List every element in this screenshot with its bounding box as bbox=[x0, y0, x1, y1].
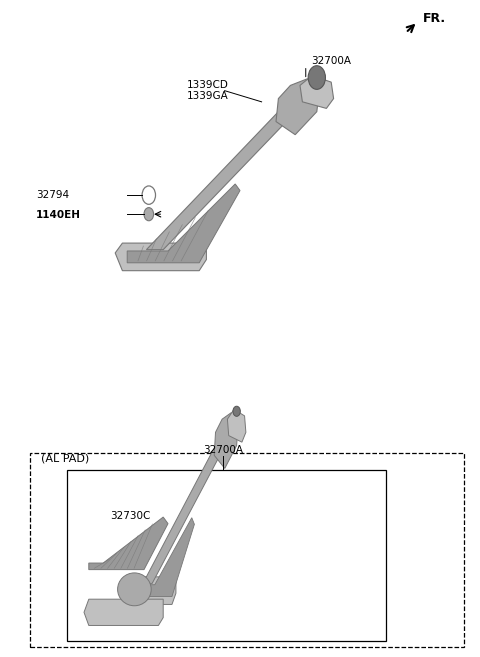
Polygon shape bbox=[146, 112, 283, 250]
Polygon shape bbox=[115, 243, 206, 271]
Text: (AL PAD): (AL PAD) bbox=[41, 453, 89, 463]
Polygon shape bbox=[127, 184, 240, 263]
Text: 32700A: 32700A bbox=[311, 56, 351, 66]
Text: 32730C: 32730C bbox=[110, 510, 151, 521]
Polygon shape bbox=[84, 599, 163, 625]
Ellipse shape bbox=[118, 573, 151, 606]
Polygon shape bbox=[276, 79, 319, 135]
Polygon shape bbox=[143, 445, 218, 583]
Circle shape bbox=[233, 406, 240, 417]
Circle shape bbox=[144, 208, 154, 221]
Polygon shape bbox=[126, 577, 176, 604]
Text: 1339CD: 1339CD bbox=[187, 79, 229, 90]
Polygon shape bbox=[132, 518, 194, 597]
Text: 1339GA: 1339GA bbox=[187, 91, 229, 101]
Circle shape bbox=[142, 186, 156, 204]
Polygon shape bbox=[214, 413, 238, 468]
Text: 32700A: 32700A bbox=[203, 445, 243, 455]
Text: 1140EH: 1140EH bbox=[36, 210, 81, 221]
Polygon shape bbox=[300, 76, 334, 108]
Text: FR.: FR. bbox=[423, 12, 446, 25]
Polygon shape bbox=[89, 517, 168, 570]
Circle shape bbox=[308, 66, 325, 89]
Text: 32794: 32794 bbox=[36, 190, 69, 200]
Polygon shape bbox=[228, 409, 246, 442]
